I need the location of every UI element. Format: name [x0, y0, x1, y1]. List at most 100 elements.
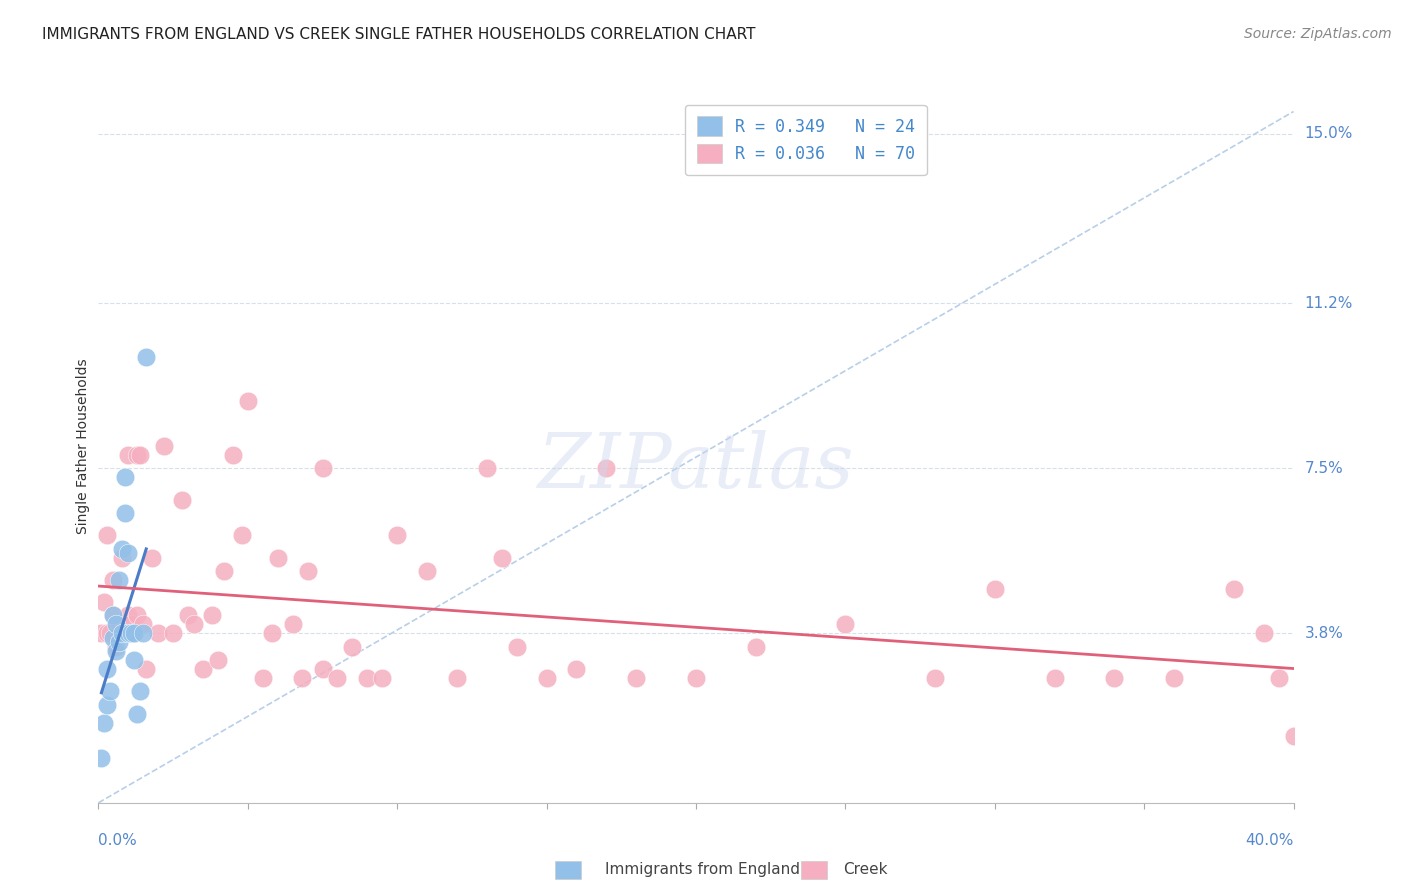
Point [201, 608, 224, 623]
Point [93, 715, 115, 730]
Point [124, 626, 146, 640]
Point [1253, 626, 1275, 640]
Point [212, 564, 235, 578]
Point [96, 662, 118, 676]
Point [132, 626, 155, 640]
Point [595, 461, 617, 475]
Point [105, 644, 128, 658]
Text: 40.0%: 40.0% [1246, 833, 1294, 848]
Point [624, 671, 647, 685]
Point [222, 448, 245, 462]
Text: ZIPatlas: ZIPatlas [537, 431, 855, 504]
Text: Immigrants from England: Immigrants from England [605, 863, 800, 877]
Point [311, 461, 333, 475]
Point [281, 617, 304, 632]
Point [236, 394, 259, 409]
Point [117, 626, 139, 640]
Point [446, 671, 468, 685]
Point [127, 706, 149, 721]
Text: 11.2%: 11.2% [1305, 296, 1353, 310]
Point [105, 617, 128, 632]
Text: Creek: Creek [844, 863, 889, 877]
Point [117, 608, 139, 623]
Point [108, 617, 131, 632]
Legend: R = 0.349   N = 24, R = 0.036   N = 70: R = 0.349 N = 24, R = 0.036 N = 70 [685, 104, 927, 175]
Point [111, 550, 134, 565]
Text: Source: ZipAtlas.com: Source: ZipAtlas.com [1244, 27, 1392, 41]
Point [153, 439, 176, 453]
Point [491, 550, 513, 565]
Point [356, 671, 378, 685]
Point [93, 595, 115, 609]
Point [311, 662, 333, 676]
Point [685, 671, 707, 685]
Point [96, 528, 118, 542]
Point [207, 653, 229, 667]
Point [103, 573, 125, 587]
Point [141, 550, 163, 565]
Point [983, 582, 1005, 596]
Point [129, 448, 152, 462]
Point [117, 448, 139, 462]
Text: 0.0%: 0.0% [98, 833, 138, 848]
Point [96, 698, 118, 712]
Point [103, 608, 125, 623]
Point [98, 684, 122, 698]
Point [120, 626, 142, 640]
Point [252, 671, 274, 685]
Point [1267, 671, 1289, 685]
Point [536, 671, 558, 685]
Point [114, 506, 136, 520]
Point [260, 626, 283, 640]
Point [96, 626, 118, 640]
Point [108, 626, 131, 640]
Point [162, 626, 184, 640]
Point [120, 617, 142, 632]
Point [129, 684, 152, 698]
Point [117, 546, 139, 560]
Point [231, 528, 253, 542]
Point [745, 640, 768, 654]
Point [1282, 729, 1305, 743]
Point [416, 564, 439, 578]
Point [834, 617, 856, 632]
Point [475, 461, 498, 475]
Point [191, 662, 214, 676]
Point [108, 635, 131, 649]
Point [114, 470, 136, 484]
Point [103, 631, 125, 645]
Point [342, 640, 364, 654]
Point [120, 626, 142, 640]
Point [183, 617, 205, 632]
Point [135, 350, 157, 364]
Point [290, 671, 312, 685]
Point [297, 564, 319, 578]
Point [172, 492, 194, 507]
Point [135, 662, 157, 676]
Point [124, 626, 146, 640]
Point [108, 573, 131, 587]
Point [127, 448, 149, 462]
Point [565, 662, 588, 676]
Point [124, 653, 146, 667]
Point [111, 626, 134, 640]
Point [98, 626, 122, 640]
Point [1223, 582, 1246, 596]
Point [148, 626, 170, 640]
Point [127, 608, 149, 623]
Point [177, 608, 200, 623]
Point [1104, 671, 1126, 685]
Point [371, 671, 394, 685]
Point [105, 640, 128, 654]
Point [1043, 671, 1066, 685]
Point [103, 608, 125, 623]
Point [90, 751, 112, 765]
Point [114, 626, 136, 640]
Point [506, 640, 529, 654]
Point [267, 550, 290, 565]
Point [1163, 671, 1185, 685]
Point [924, 671, 946, 685]
Text: 15.0%: 15.0% [1305, 127, 1353, 141]
Y-axis label: Single Father Households: Single Father Households [76, 359, 90, 533]
Text: IMMIGRANTS FROM ENGLAND VS CREEK SINGLE FATHER HOUSEHOLDS CORRELATION CHART: IMMIGRANTS FROM ENGLAND VS CREEK SINGLE … [42, 27, 755, 42]
